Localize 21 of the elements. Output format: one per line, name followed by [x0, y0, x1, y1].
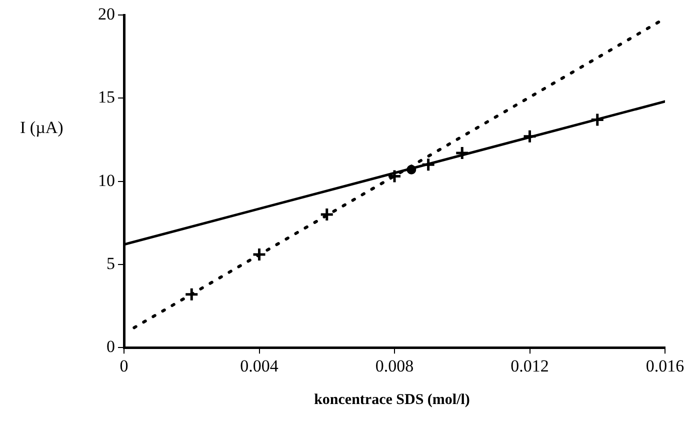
point: [387, 169, 402, 184]
x-tick-label: 0.016: [646, 356, 684, 376]
y-tick-label: 5: [106, 254, 115, 273]
y-tick-label: 15: [98, 88, 115, 107]
y-tick-label: 0: [106, 337, 115, 356]
y-tick-label: 10: [98, 170, 115, 190]
point: [252, 247, 266, 262]
point: [421, 157, 436, 172]
y-tick-label: 20: [98, 4, 115, 24]
x-tick-label: 0.004: [240, 356, 279, 376]
point: [590, 112, 605, 128]
x-tick-label: 0.008: [375, 356, 414, 376]
point: [454, 146, 470, 160]
x-tick-label: 0.012: [510, 356, 549, 376]
point: [406, 164, 416, 174]
x-axis-title: koncentrace SDS (mol/l): [313, 392, 471, 409]
x-tick-label: 0: [120, 356, 128, 376]
point: [522, 129, 537, 144]
point: [320, 207, 334, 222]
point: [184, 287, 199, 302]
y-axis-title: I (µA): [20, 118, 64, 138]
